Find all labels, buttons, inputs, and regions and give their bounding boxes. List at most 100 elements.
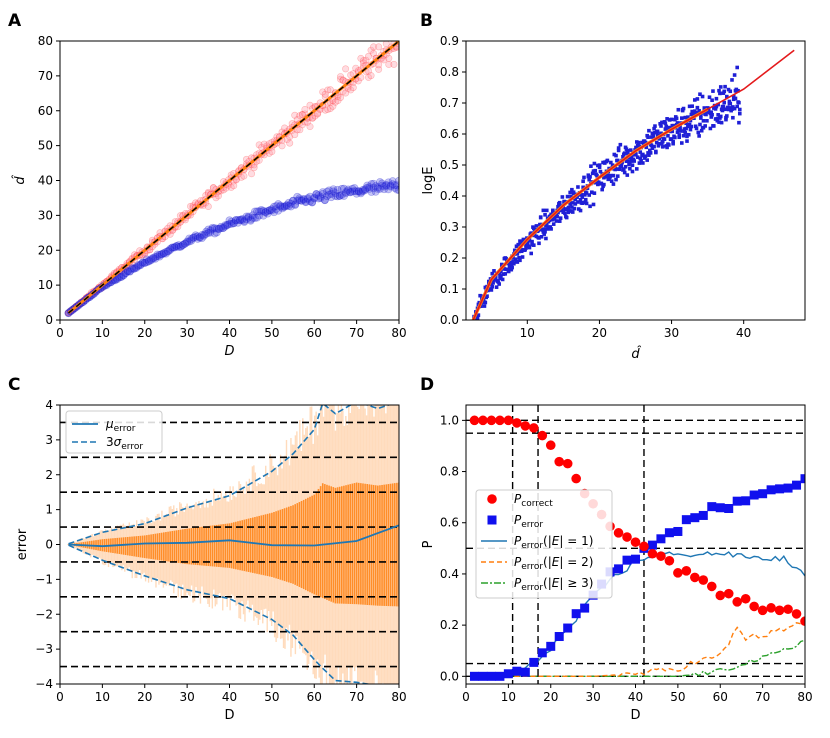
scatter-point-lower <box>164 247 172 256</box>
x-axis-label: D <box>224 708 234 723</box>
scatter-point <box>588 204 592 209</box>
scatter-point <box>622 170 627 175</box>
scatter-point <box>500 277 505 282</box>
scatter-point <box>665 145 669 150</box>
scatter-point-lower <box>193 232 202 241</box>
scatter-point <box>557 219 562 223</box>
pcorrect-marker <box>647 548 658 559</box>
scatter-point-lower <box>246 216 255 225</box>
scatter-point-upper <box>260 140 268 148</box>
scatter-point <box>582 175 586 180</box>
x-tick-label: 0 <box>56 326 64 340</box>
scatter-point-lower <box>253 207 261 216</box>
scatter-point-lower <box>293 196 302 205</box>
scatter-point-lower <box>284 198 293 207</box>
scatter-point-lower <box>316 192 325 201</box>
perror-marker <box>698 510 708 520</box>
perror-marker <box>647 540 657 550</box>
scatter-point <box>570 210 575 214</box>
scatter-point <box>699 128 704 133</box>
scatter-point <box>550 217 554 222</box>
x-tick-label: 20 <box>592 326 607 340</box>
scatter-point-lower <box>388 177 397 186</box>
scatter-point-lower <box>251 207 259 216</box>
scatter-point-upper <box>357 54 365 62</box>
perror-marker <box>741 496 751 506</box>
pcorrect-marker <box>639 541 649 552</box>
scatter-point-upper <box>204 203 212 211</box>
scatter-point <box>705 118 709 123</box>
y-tick-label: −1 <box>35 572 53 586</box>
scatter-point-lower <box>128 265 136 274</box>
scatter-point-lower <box>221 221 230 230</box>
scatter-point <box>622 167 626 171</box>
scatter-point <box>728 101 733 106</box>
scatter-point-upper <box>375 61 383 69</box>
scatter-point-lower <box>172 242 181 251</box>
scatter-point <box>660 139 665 144</box>
x-tick-label: 40 <box>222 690 237 704</box>
scatter-point-lower <box>259 211 268 220</box>
scatter-point-lower <box>248 211 257 220</box>
perror-marker <box>486 671 496 681</box>
scatter-point <box>635 155 640 159</box>
scatter-point <box>524 246 528 250</box>
scatter-point-lower <box>123 267 132 275</box>
scatter-point-lower <box>219 224 228 232</box>
scatter-point-lower <box>215 224 223 233</box>
scatter-point <box>647 153 651 157</box>
scatter-point-lower <box>340 184 348 193</box>
scatter-point-lower <box>111 276 119 285</box>
scatter-point <box>717 120 721 124</box>
scatter-point-lower <box>274 200 283 208</box>
scatter-point <box>714 96 719 101</box>
scatter-point <box>698 122 702 127</box>
scatter-point <box>649 143 654 148</box>
perror-marker <box>580 603 590 613</box>
scatter-point-lower <box>282 201 291 210</box>
scatter-point-lower <box>136 260 145 269</box>
perror-marker <box>707 502 717 512</box>
scatter-point-lower <box>348 184 357 193</box>
scatter-point <box>583 197 588 202</box>
scatter-point <box>638 156 643 161</box>
pcorrect-marker <box>715 590 726 601</box>
scatter-point-lower <box>350 184 359 192</box>
scatter-point-lower <box>270 208 278 217</box>
scatter-point <box>695 97 700 101</box>
scatter-point-lower <box>225 216 234 225</box>
scatter-point-upper <box>209 184 217 192</box>
scatter-point <box>636 140 641 145</box>
scatter-point-upper <box>370 49 378 57</box>
perror-marker <box>503 669 513 679</box>
scatter-point-lower <box>384 178 393 187</box>
scatter-point-upper <box>364 73 372 81</box>
scatter-point-lower <box>193 234 202 243</box>
scatter-point <box>615 167 619 171</box>
scatter-point <box>530 239 534 244</box>
scatter-point <box>716 113 720 117</box>
scatter-point-lower <box>359 185 367 194</box>
scatter-point-lower <box>378 179 386 188</box>
scatter-point <box>584 201 589 206</box>
scatter-point <box>651 133 656 138</box>
scatter-point <box>638 150 643 154</box>
scatter-point-lower <box>344 186 353 195</box>
x-tick-label: 70 <box>349 690 364 704</box>
scatter-point <box>551 222 556 226</box>
scatter-point <box>628 148 633 152</box>
scatter-point-lower <box>257 207 266 216</box>
scatter-point <box>698 92 702 97</box>
x-tick-label: 80 <box>391 690 406 704</box>
scatter-point <box>575 195 579 199</box>
scatter-point-upper <box>192 199 200 207</box>
scatter-point-lower <box>371 182 380 191</box>
scatter-point <box>721 91 726 95</box>
y-tick-label: 0.0 <box>440 313 459 327</box>
perror-marker <box>546 641 556 651</box>
scatter-point-lower <box>176 242 185 251</box>
perror-marker <box>792 480 802 490</box>
scatter-point-lower <box>166 245 175 253</box>
y-tick-label: 0.0 <box>440 669 459 683</box>
scatter-point-lower <box>155 252 164 261</box>
